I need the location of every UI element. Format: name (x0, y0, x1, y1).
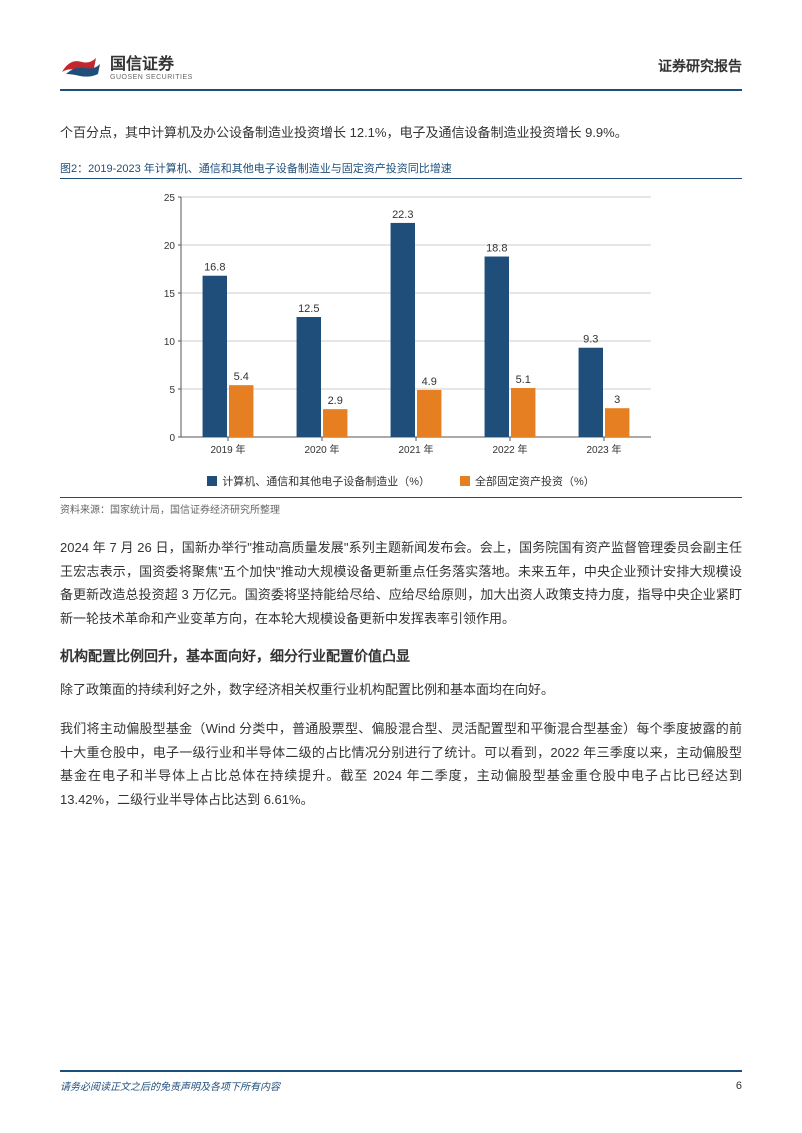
company-logo-icon (60, 52, 104, 80)
source-divider (60, 497, 742, 498)
svg-text:25: 25 (164, 193, 176, 204)
company-name-en: GUOSEN SECURITIES (110, 74, 193, 81)
header-divider (60, 89, 742, 91)
svg-text:2.9: 2.9 (328, 396, 343, 408)
bar-chart-svg: 0 5 10 15 20 25 16.8 5.4 2019 年 12.5 2.9 2020 年 22.3… (141, 187, 661, 467)
page-footer: 请务必阅读正文之后的免责声明及各项下所有内容 6 (60, 1070, 742, 1093)
svg-text:2023 年: 2023 年 (586, 443, 621, 456)
figure-caption-underline (60, 178, 742, 179)
company-logo-block: 国信证券 GUOSEN SECURITIES (60, 50, 193, 81)
legend-item-series1: 计算机、通信和其他电子设备制造业（%） (207, 473, 430, 489)
source-text: 资料来源：国家统计局，国信证券经济研究所整理 (60, 501, 742, 516)
svg-text:18.8: 18.8 (486, 243, 507, 255)
chart-legend: 计算机、通信和其他电子设备制造业（%） 全部固定资产投资（%） (60, 473, 742, 489)
legend-swatch-series1 (207, 476, 217, 486)
report-title: 证券研究报告 (658, 56, 742, 76)
svg-text:5.4: 5.4 (234, 372, 249, 384)
svg-text:5: 5 (169, 385, 175, 396)
svg-text:0: 0 (169, 433, 175, 444)
footer-row: 请务必阅读正文之后的免责声明及各项下所有内容 6 (60, 1078, 742, 1093)
company-name-cn: 国信证券 (110, 50, 193, 74)
svg-text:5.1: 5.1 (516, 374, 531, 386)
section-heading: 机构配置比例回升，基本面向好，细分行业配置价值凸显 (60, 646, 742, 666)
page-header: 国信证券 GUOSEN SECURITIES 证券研究报告 (60, 50, 742, 81)
body-paragraph-3: 我们将主动偏股型基金（Wind 分类中，普通股票型、偏股混合型、灵活配置型和平衡… (60, 717, 742, 811)
page-number: 6 (736, 1080, 742, 1092)
footer-disclaimer: 请务必阅读正文之后的免责声明及各项下所有内容 (60, 1078, 280, 1093)
footer-divider (60, 1070, 742, 1072)
svg-text:2019 年: 2019 年 (210, 443, 245, 456)
svg-text:22.3: 22.3 (392, 209, 413, 221)
svg-text:15: 15 (164, 289, 176, 300)
intro-paragraph: 个百分点，其中计算机及办公设备制造业投资增长 12.1%，电子及通信设备制造业投… (60, 121, 742, 144)
legend-label-series2: 全部固定资产投资（%） (475, 473, 595, 489)
legend-label-series1: 计算机、通信和其他电子设备制造业（%） (222, 473, 430, 489)
svg-text:2020 年: 2020 年 (304, 443, 339, 456)
body-paragraph-1: 2024 年 7 月 26 日，国新办举行"推动高质量发展"系列主题新闻发布会。… (60, 536, 742, 630)
svg-text:20: 20 (164, 241, 176, 252)
body-paragraph-2: 除了政策面的持续利好之外，数字经济相关权重行业机构配置比例和基本面均在向好。 (60, 678, 742, 701)
legend-item-series2: 全部固定资产投资（%） (460, 473, 595, 489)
svg-text:16.8: 16.8 (204, 262, 225, 274)
bar-chart: 0 5 10 15 20 25 16.8 5.4 2019 年 12.5 2.9 2020 年 22.3… (141, 187, 661, 467)
svg-text:9.3: 9.3 (583, 334, 598, 346)
figure-caption: 图2：2019-2023 年计算机、通信和其他电子设备制造业与固定资产投资同比增… (60, 160, 742, 176)
svg-text:3: 3 (614, 395, 620, 407)
svg-text:2021 年: 2021 年 (398, 443, 433, 456)
company-name-block: 国信证券 GUOSEN SECURITIES (110, 50, 193, 81)
svg-text:2022 年: 2022 年 (492, 443, 527, 456)
svg-text:4.9: 4.9 (422, 376, 437, 388)
svg-text:10: 10 (164, 337, 176, 348)
svg-text:12.5: 12.5 (298, 303, 319, 315)
legend-swatch-series2 (460, 476, 470, 486)
